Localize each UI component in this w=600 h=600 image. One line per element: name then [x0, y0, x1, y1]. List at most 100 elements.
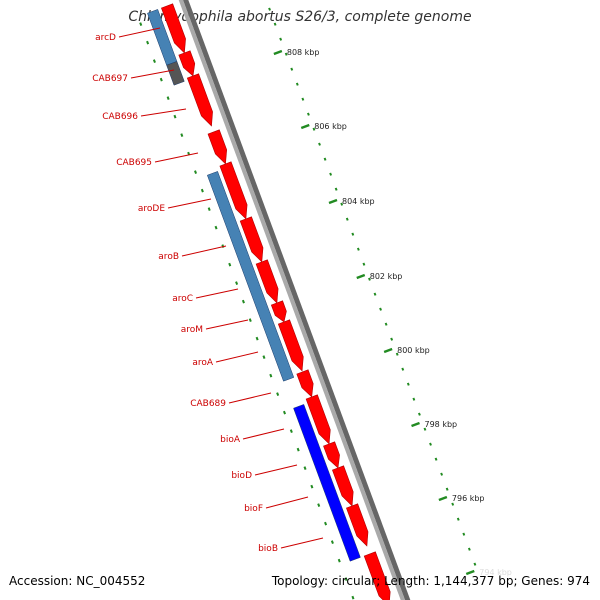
gene-leader-line	[167, 198, 212, 209]
inner-tick	[310, 484, 314, 489]
gene-leader-line	[130, 69, 175, 79]
reverse-cds-bio-cluster	[293, 404, 361, 562]
scale-tick	[362, 262, 366, 266]
forward-cds-11	[305, 394, 331, 445]
forward-cds-4	[207, 129, 228, 165]
scale-tick	[284, 52, 288, 56]
forward-cds-5	[219, 161, 248, 220]
scale-tick	[329, 172, 333, 176]
inner-tick	[235, 281, 239, 286]
inner-tick	[317, 503, 321, 508]
major-scale-tick	[411, 421, 420, 428]
scale-tick	[295, 82, 299, 86]
scale-tick	[451, 502, 455, 506]
inner-tick	[303, 466, 307, 471]
scale-tick	[334, 187, 338, 191]
gene-leader-line	[265, 496, 309, 509]
inner-tick	[207, 207, 211, 212]
gene-label: arcD	[95, 33, 116, 43]
kbp-label: 804 kbp	[342, 197, 375, 206]
gene-leader-line	[118, 27, 161, 38]
scale-tick	[440, 472, 444, 476]
scale-tick	[312, 127, 316, 131]
map-title: Chlamydophila abortus S26/3, complete ge…	[128, 9, 472, 25]
major-scale-tick	[300, 123, 310, 130]
inner-tick	[248, 318, 252, 323]
scale-tick	[429, 442, 432, 446]
scale-tick	[323, 157, 327, 161]
gene-leader-line	[154, 152, 199, 163]
kbp-label: 806 kbp	[314, 122, 347, 131]
scale-tick	[268, 7, 271, 11]
gene-label: aroDE	[138, 204, 165, 214]
gene-label: bioD	[231, 471, 252, 481]
scale-tick	[412, 397, 416, 401]
kbp-label: 802 kbp	[370, 272, 403, 281]
forward-cds-9	[277, 319, 304, 372]
scale-tick	[307, 112, 310, 116]
inner-tick	[344, 577, 348, 582]
scale-tick	[340, 202, 344, 206]
accession-text: Accession: NC_004552	[9, 574, 146, 588]
forward-cds-7	[255, 259, 279, 304]
kbp-label: 796 kbp	[452, 494, 485, 503]
inner-tick	[337, 558, 341, 563]
scale-tick	[384, 322, 388, 326]
inner-tick	[166, 96, 170, 101]
scale-tick	[301, 97, 305, 101]
reverse-cds-cab697	[166, 61, 185, 86]
scale-tick	[434, 457, 438, 461]
major-scale-tick	[465, 569, 475, 576]
inner-tick	[221, 244, 225, 249]
scale-tick	[445, 487, 449, 491]
scale-tick	[351, 232, 355, 236]
backbone-light	[178, 0, 406, 600]
scale-tick	[395, 352, 399, 356]
inner-tick	[262, 355, 266, 360]
scale-tick	[390, 337, 394, 341]
gene-label: CAB695	[116, 158, 152, 168]
gene-leader-line	[242, 428, 285, 440]
gene-leader-line	[205, 319, 249, 330]
forward-cds-8	[270, 300, 287, 323]
major-scale-tick	[356, 273, 366, 280]
inner-tick	[330, 540, 334, 545]
scale-tick	[318, 142, 321, 146]
kbp-label: 798 kbp	[425, 420, 458, 429]
gene-label: bioF	[244, 504, 263, 514]
major-scale-tick	[328, 198, 338, 205]
kbp-label: 808 kbp	[287, 48, 320, 57]
scale-tick	[368, 277, 371, 281]
inner-tick	[276, 392, 280, 397]
gene-leader-line	[181, 245, 227, 257]
scale-tick	[273, 22, 277, 26]
forward-cds-15	[363, 551, 391, 600]
scale-tick	[356, 247, 360, 251]
inner-tick	[255, 336, 259, 341]
backbone-dark	[183, 0, 411, 600]
gene-label: CAB689	[190, 399, 226, 409]
inner-tick	[283, 410, 286, 415]
major-scale-tick	[383, 347, 393, 354]
inner-tick	[180, 133, 184, 138]
forward-cds-12	[323, 441, 340, 469]
inner-tick	[139, 22, 143, 27]
inner-tick	[228, 262, 232, 267]
inner-tick	[269, 373, 273, 378]
scale-tick	[290, 67, 294, 71]
scale-tick	[467, 547, 471, 551]
inner-tick	[289, 429, 293, 434]
major-scale-tick	[438, 495, 448, 502]
inner-tick	[159, 77, 163, 82]
scale-tick	[473, 562, 477, 566]
inner-tick	[351, 595, 355, 600]
forward-cds-3	[186, 73, 213, 127]
inner-tick	[194, 170, 198, 175]
reverse-cds-aro-cluster	[206, 171, 295, 382]
gene-leader-line	[254, 464, 298, 476]
forward-cds-10	[296, 369, 314, 398]
genome-summary-text: Topology: circular; Length: 1,144,377 bp…	[271, 574, 590, 588]
gene-label: CAB697	[92, 74, 128, 84]
forward-cds-6	[239, 216, 264, 263]
